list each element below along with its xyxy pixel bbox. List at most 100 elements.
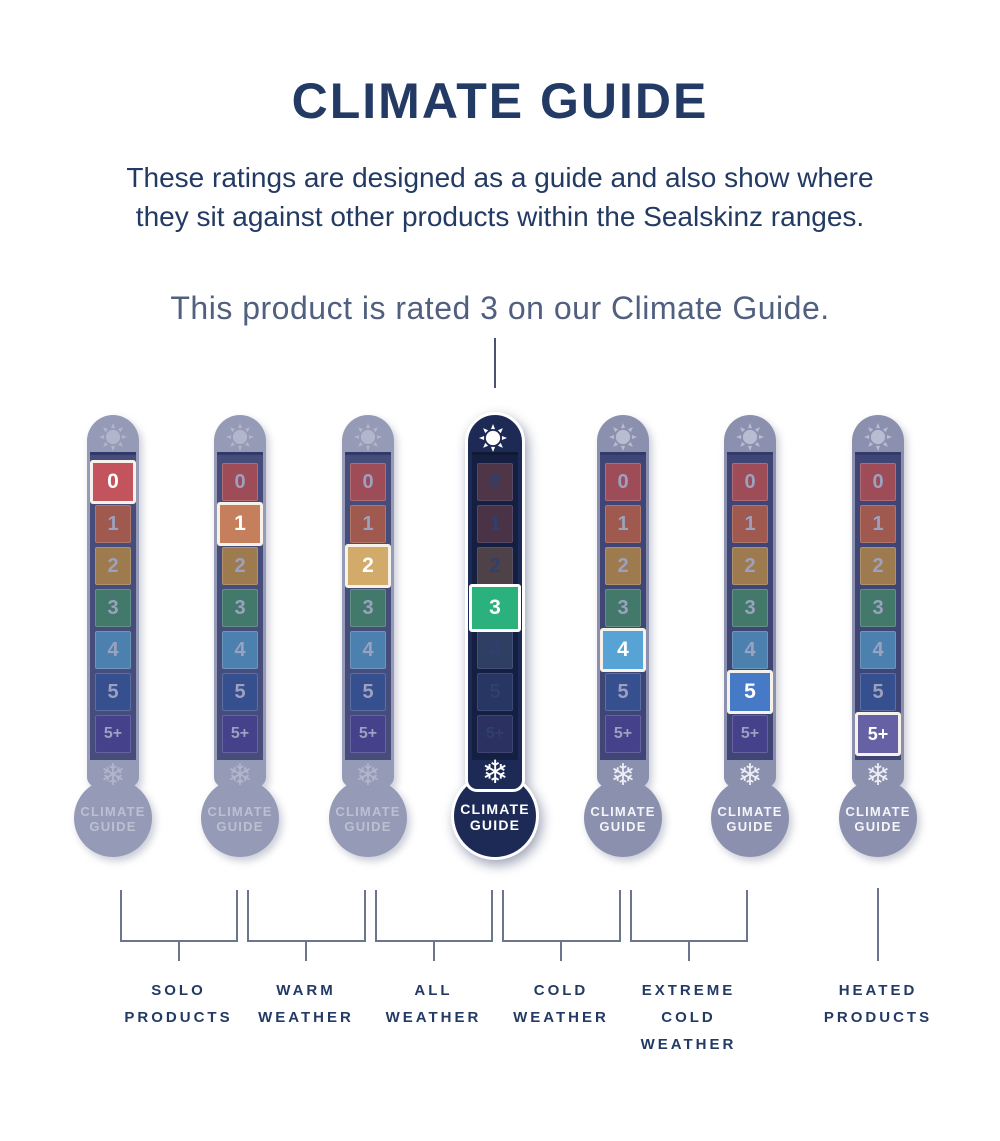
bulb-label: CLIMATE GUIDE — [710, 804, 790, 834]
thermometer-3: 0 1 2 3 4 5 5+ ❄ CLIMATE GUIDE — [328, 415, 408, 875]
category-label: COLD WEATHER — [471, 977, 651, 1031]
rating-cell: 5+ — [732, 715, 768, 753]
rating-track: 0 1 2 3 4 5 5+ — [855, 452, 901, 760]
sun-icon — [861, 420, 895, 454]
rating-cell: 4 — [95, 631, 131, 669]
rating-cell: 5+ — [95, 715, 131, 753]
rating-cell: 3 — [605, 589, 641, 627]
bulb-label: CLIMATE GUIDE — [583, 804, 663, 834]
category-label: HEATED PRODUCTS — [788, 977, 968, 1031]
category-bracket-left — [502, 890, 504, 941]
rating-track: 0 1 2 3 4 5 5+ — [90, 452, 136, 760]
sun-icon-svg — [478, 423, 508, 453]
snowflake-icon: ❄ — [865, 758, 891, 793]
category-label-line: PRODUCTS — [124, 1009, 233, 1026]
bulb-label: CLIMATE GUIDE — [200, 804, 280, 834]
rating-cell: 5 — [350, 673, 386, 711]
rating-cell: 5 — [860, 673, 896, 711]
sun-icon — [733, 420, 767, 454]
category-bracket-tick — [560, 940, 562, 961]
rating-cell: 5+ — [222, 715, 258, 753]
category-line — [877, 888, 879, 961]
rating-track: 0 1 2 3 4 5 5+ — [600, 452, 646, 760]
rating-cell: 4 — [477, 631, 513, 669]
thermometer-7: 0 1 2 3 4 5 5+ ❄ CLIMATE GUIDE — [838, 415, 918, 875]
rating-cell: 5+ — [477, 715, 513, 753]
thermometer-2: 0 1 2 3 4 5 5+ ❄ CLIMATE GUIDE — [200, 415, 280, 875]
bulb-label-line: CLIMATE — [460, 801, 530, 817]
bulb-label-line: GUIDE — [854, 819, 902, 834]
rating-cell: 4 — [350, 631, 386, 669]
rating-cell: 5+ — [605, 715, 641, 753]
category-bracket-tick — [177, 940, 180, 961]
thermometer-5: 0 1 2 3 4 5 5+ ❄ CLIMATE GUIDE — [583, 415, 663, 875]
rating-cell: 0 — [732, 463, 768, 501]
rating-cell: 2 — [605, 547, 641, 585]
bulb-label-line: GUIDE — [599, 819, 647, 834]
category-label-line: WEATHER — [513, 1009, 609, 1026]
sun-icon — [223, 420, 257, 454]
rating-cell: 1 — [860, 505, 896, 543]
rating-cell: 1 — [95, 505, 131, 543]
category-label-line: SOLO — [151, 982, 206, 999]
category-label-line: WEATHER — [385, 1009, 482, 1026]
snowflake-icon: ❄ — [481, 753, 509, 791]
rating-cell: 0 — [350, 463, 386, 501]
rating-cell: 5+ — [350, 715, 386, 753]
rating-cell: 1 — [350, 505, 386, 543]
bulb-label-line: CLIMATE — [335, 804, 401, 819]
sun-icon — [96, 420, 130, 454]
rating-cell: 2 — [860, 547, 896, 585]
bulb-label: CLIMATE GUIDE — [328, 804, 408, 834]
page-title: CLIMATE GUIDE — [291, 73, 709, 129]
rating-cell-highlighted: 5 — [727, 670, 773, 714]
snowflake-icon: ❄ — [227, 758, 253, 793]
category-label-line: PRODUCTS — [823, 1009, 933, 1026]
rating-cell: 0 — [477, 463, 513, 501]
sun-icon-svg — [608, 422, 638, 452]
category-bracket-right — [364, 890, 366, 941]
rating-cell-highlighted: 0 — [90, 460, 136, 504]
rating-cell: 4 — [732, 631, 768, 669]
category-bracket-right — [491, 890, 493, 941]
category-label: SOLO PRODUCTS — [89, 977, 269, 1031]
bulb-label-line: GUIDE — [469, 817, 521, 833]
bulb-label-line: CLIMATE — [717, 804, 783, 819]
category-label-line: WEATHER — [640, 1036, 737, 1053]
rating-cell: 4 — [222, 631, 258, 669]
sun-icon-svg — [735, 422, 765, 452]
rating-cell: 5 — [605, 673, 641, 711]
rating-cell: 4 — [860, 631, 896, 669]
snowflake-icon: ❄ — [355, 758, 381, 793]
rating-cell: 2 — [222, 547, 258, 585]
bulb — [584, 779, 662, 857]
thermometer-1: 0 1 2 3 4 5 5+ ❄ CLIMATE GUIDE — [73, 415, 153, 875]
rating-cell: 2 — [95, 547, 131, 585]
rating-cell: 1 — [605, 505, 641, 543]
category-bracket-right — [619, 890, 621, 941]
bulb-label-line: GUIDE — [216, 819, 264, 834]
sun-icon — [476, 421, 510, 455]
category-label-line: ALL — [414, 982, 453, 999]
rating-track: 0 1 2 3 4 5 5+ — [469, 452, 521, 760]
bulb-label-line: CLIMATE — [590, 804, 656, 819]
rating-cell: 1 — [477, 505, 513, 543]
category-label-line: WARM — [276, 982, 336, 999]
rating-note: This product is rated 3 on our Climate G… — [170, 290, 830, 326]
snowflake-icon: ❄ — [610, 758, 636, 793]
snowflake-icon: ❄ — [737, 758, 763, 793]
bulb — [711, 779, 789, 857]
sun-icon — [351, 420, 385, 454]
category-bracket-left — [120, 890, 122, 941]
snowflake-icon: ❄ — [100, 758, 126, 793]
bulb — [839, 779, 917, 857]
category-bracket-right — [746, 890, 748, 941]
category-bracket-left — [630, 890, 632, 941]
rating-cell: 0 — [605, 463, 641, 501]
rating-track: 0 1 2 3 4 5 5+ — [345, 452, 391, 760]
sun-icon-svg — [98, 422, 128, 452]
rating-cell: 0 — [860, 463, 896, 501]
category-bracket-tick — [687, 940, 690, 961]
rating-cell: 0 — [222, 463, 258, 501]
